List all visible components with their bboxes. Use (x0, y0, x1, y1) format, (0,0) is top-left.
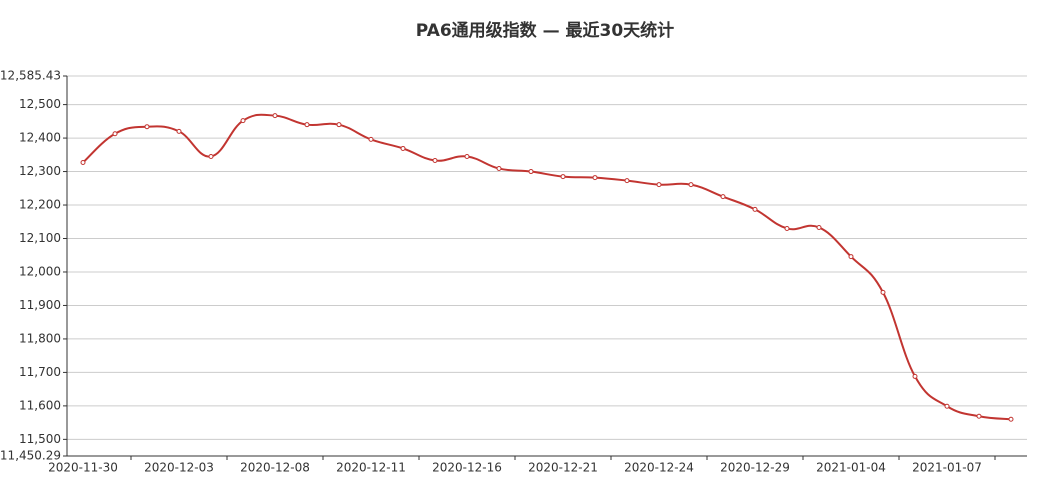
point (880, 289, 886, 295)
point (592, 175, 598, 181)
y-tick-label: 11,700 (19, 365, 61, 379)
line (82, 113, 1012, 421)
point (368, 136, 374, 142)
x-tick-label: 2020-12-08 (240, 461, 310, 475)
point (688, 182, 694, 188)
y-tick-label: 12,000 (19, 264, 61, 278)
point (144, 124, 150, 130)
point (208, 153, 214, 159)
x-tick-label: 2020-12-29 (720, 461, 790, 475)
point (784, 225, 790, 231)
point (112, 131, 118, 137)
chart-title: PA6通用级指数 — 最近30天统计 (416, 20, 674, 41)
point (752, 206, 758, 212)
x-tick-label: 2020-12-11 (336, 461, 406, 475)
y-tick-label: 12,200 (19, 198, 61, 212)
x-tick-label: 2020-11-30 (48, 461, 118, 475)
y-tick-label: 12,400 (19, 131, 61, 145)
x-tick-label: 2020-12-03 (144, 461, 214, 475)
point (432, 158, 438, 164)
x-tick-label: 2020-12-16 (432, 461, 502, 475)
point (240, 118, 246, 124)
point (976, 413, 982, 419)
y-tick-label: 12,585.43 (0, 69, 61, 83)
x-tick-label: 2021-01-04 (816, 461, 886, 475)
point (400, 145, 406, 151)
point (176, 128, 182, 134)
point (272, 113, 278, 119)
point (304, 122, 310, 128)
point (944, 403, 950, 409)
point (560, 174, 566, 180)
y-tick-label: 11,800 (19, 331, 61, 345)
point (816, 224, 822, 230)
y-tick-label: 11,600 (19, 398, 61, 412)
point (624, 178, 630, 184)
point (848, 254, 854, 260)
x-tick-label: 2021-01-07 (912, 461, 982, 475)
x-tick-label: 2020-12-24 (624, 461, 694, 475)
point (912, 373, 918, 379)
point (336, 122, 342, 128)
y-tick-label: 11,500 (19, 432, 61, 446)
point (1008, 416, 1014, 422)
point (656, 182, 662, 188)
y-tick-label: 12,300 (19, 164, 61, 178)
y-tick-label: 11,900 (19, 298, 61, 312)
point (528, 169, 534, 175)
y-tick-label: 11,450.29 (0, 449, 61, 463)
x-tick-label: 2020-12-21 (528, 461, 598, 475)
point (496, 166, 502, 172)
point (80, 160, 86, 166)
point (720, 194, 726, 200)
y-tick-label: 12,500 (19, 97, 61, 111)
point (464, 153, 470, 159)
y-tick-label: 12,100 (19, 231, 61, 245)
